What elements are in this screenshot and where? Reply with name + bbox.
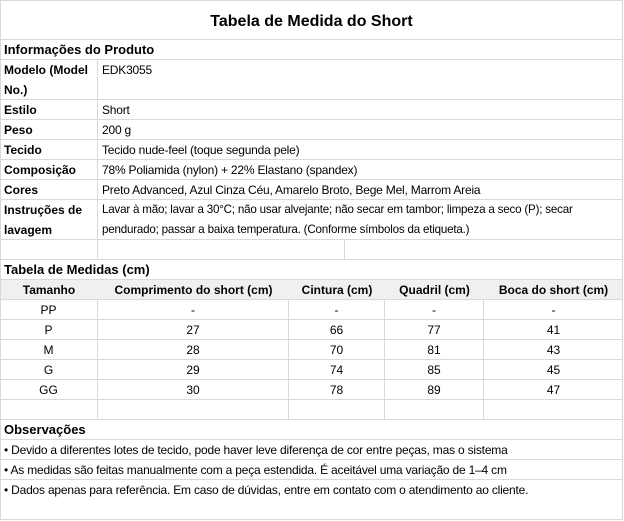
measurement-row: M 28 70 81 43 — [0, 340, 623, 360]
empty-cell — [289, 400, 385, 419]
measurement-cell: 30 — [98, 380, 289, 399]
measurement-row: P 27 66 77 41 — [0, 320, 623, 340]
note-row: • As medidas são feitas manualmente com … — [0, 460, 623, 480]
measurements-heading: Tabela de Medidas (cm) — [4, 262, 150, 277]
measurement-cell: 77 — [385, 320, 484, 339]
measurement-cell: 70 — [289, 340, 385, 359]
empty-cell — [385, 400, 484, 419]
column-header: Cintura (cm) — [301, 283, 373, 297]
info-value: 78% Poliamida (nylon) + 22% Elastano (sp… — [102, 163, 358, 177]
size-cell: P — [0, 320, 98, 339]
measurement-cell: 74 — [289, 360, 385, 379]
empty-cell — [0, 400, 98, 419]
measurement-cell: 28 — [98, 340, 289, 359]
info-label: Modelo (Model No.) — [0, 60, 98, 99]
note-item: • As medidas são feitas manualmente com … — [4, 463, 507, 477]
info-row-colors: Cores Preto Advanced, Azul Cinza Céu, Am… — [0, 180, 623, 200]
product-info-heading-row: Informações do Produto — [0, 40, 623, 60]
measurement-cell: - — [289, 300, 385, 319]
info-row-fabric: Tecido Tecido nude-feel (toque segunda p… — [0, 140, 623, 160]
empty-cell — [0, 240, 98, 259]
measurement-row: GG 30 78 89 47 — [0, 380, 623, 400]
notes-heading: Observações — [4, 422, 86, 437]
blank-row — [0, 240, 623, 260]
size-cell: M — [0, 340, 98, 359]
measurement-cell: 41 — [546, 323, 561, 337]
column-header: Boca do short (cm) — [498, 283, 609, 297]
notes-heading-row: Observações — [0, 420, 623, 440]
size-cell: PP — [0, 300, 98, 319]
column-header: Comprimento do short (cm) — [114, 283, 273, 297]
size-cell: GG — [0, 380, 98, 399]
measurement-cell: - — [385, 300, 484, 319]
info-value: EDK3055 — [102, 63, 152, 77]
measurement-cell: 85 — [385, 360, 484, 379]
note-row: • Devido a diferentes lotes de tecido, p… — [0, 440, 623, 460]
title-row: Tabela de Medida do Short — [0, 0, 623, 40]
blank-row — [0, 400, 623, 420]
measurement-cell: 47 — [546, 383, 561, 397]
measurement-row: PP - - - - — [0, 300, 623, 320]
empty-cell — [98, 240, 345, 259]
info-row-weight: Peso 200 g — [0, 120, 623, 140]
info-row-composition: Composição 78% Poliamida (nylon) + 22% E… — [0, 160, 623, 180]
measurement-cell: - — [98, 300, 289, 319]
measurements-header-row: Tamanho Comprimento do short (cm) Cintur… — [0, 280, 623, 300]
measurement-cell: 89 — [385, 380, 484, 399]
column-header: Tamanho — [22, 283, 76, 297]
note-item: • Devido a diferentes lotes de tecido, p… — [4, 443, 508, 457]
measurement-cell: 78 — [289, 380, 385, 399]
measurement-row: G 29 74 85 45 — [0, 360, 623, 380]
product-info-heading: Informações do Produto — [4, 42, 155, 57]
measurement-cell: 29 — [98, 360, 289, 379]
info-row-model: Modelo (Model No.) EDK3055 — [0, 60, 623, 100]
info-label: Instruções de lavagem — [0, 200, 98, 239]
note-row: • Dados apenas para referência. Em caso … — [0, 480, 623, 520]
note-item: • Dados apenas para referência. Em caso … — [4, 483, 529, 497]
info-value: Short — [102, 103, 130, 117]
info-label: Peso — [0, 120, 98, 139]
info-label: Tecido — [0, 140, 98, 159]
measurement-cell: - — [551, 303, 556, 317]
column-header: Quadril (cm) — [399, 283, 470, 297]
info-row-washing: Instruções de lavagem Lavar à mão; lavar… — [0, 200, 623, 240]
measurement-cell: 66 — [289, 320, 385, 339]
measurement-cell: 45 — [546, 363, 561, 377]
info-value: Preto Advanced, Azul Cinza Céu, Amarelo … — [102, 183, 481, 197]
size-cell: G — [0, 360, 98, 379]
info-label: Composição — [0, 160, 98, 179]
info-label: Cores — [0, 180, 98, 199]
info-row-style: Estilo Short — [0, 100, 623, 120]
page-title: Tabela de Medida do Short — [210, 13, 413, 30]
measurements-heading-row: Tabela de Medidas (cm) — [0, 260, 623, 280]
measurement-cell: 27 — [98, 320, 289, 339]
measurement-cell: 81 — [385, 340, 484, 359]
info-value: Lavar à mão; lavar a 30°C; não usar alve… — [102, 203, 573, 236]
info-value: Tecido nude-feel (toque segunda pele) — [102, 143, 300, 157]
empty-cell — [98, 400, 289, 419]
info-label: Estilo — [0, 100, 98, 119]
info-value: 200 g — [102, 123, 132, 137]
measurement-cell: 43 — [546, 343, 561, 357]
